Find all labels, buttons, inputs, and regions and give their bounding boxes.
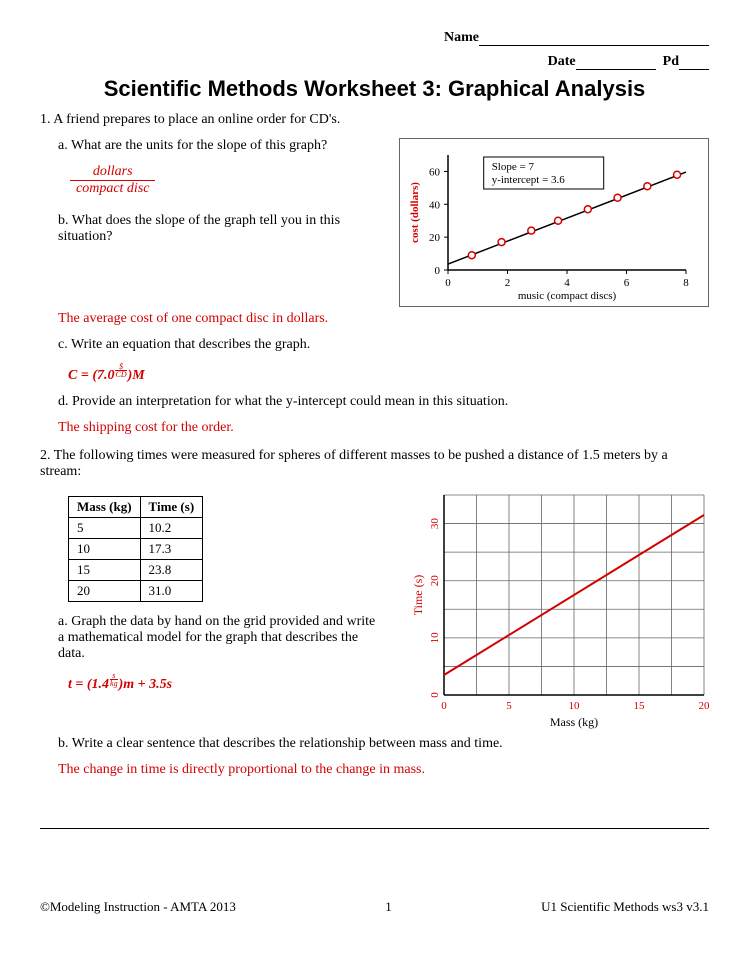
svg-text:15: 15 — [634, 700, 646, 712]
cell: 31.0 — [140, 581, 203, 602]
q2a-eq-post: )m + 3.5s — [119, 677, 172, 692]
table-row: 1017.3 — [69, 539, 203, 560]
q1c-eq-post: )M — [128, 368, 145, 383]
table-header-row: Mass (kg) Time (s) — [69, 497, 203, 518]
q1-stem: 1. A friend prepares to place an online … — [40, 112, 709, 128]
svg-text:20: 20 — [699, 700, 710, 712]
table-col-time: Time (s) — [140, 497, 203, 518]
svg-text:20: 20 — [429, 232, 441, 244]
q1b-answer: The average cost of one compact disc in … — [58, 311, 709, 327]
q2b-question: b. Write a clear sentence that describes… — [58, 736, 709, 752]
cell: 15 — [69, 560, 141, 581]
svg-text:0: 0 — [429, 692, 441, 698]
cell: 5 — [69, 518, 141, 539]
svg-text:4: 4 — [564, 277, 570, 289]
q1a-answer-den: compact disc — [70, 181, 155, 197]
footer-left: ©Modeling Instruction - AMTA 2013 — [40, 899, 236, 915]
cell: 10.2 — [140, 518, 203, 539]
svg-text:Mass (kg): Mass (kg) — [550, 715, 598, 729]
footer: ©Modeling Instruction - AMTA 2013 1 U1 S… — [40, 889, 709, 915]
table-col-mass: Mass (kg) — [69, 497, 141, 518]
q2a-equation: t = (1.4skg)m + 3.5s — [68, 672, 389, 693]
q1a-answer-num: dollars — [70, 164, 155, 181]
header-fields: Name Date Pd — [40, 30, 709, 70]
page-title: Scientific Methods Worksheet 3: Graphica… — [40, 76, 709, 102]
svg-text:10: 10 — [569, 700, 581, 712]
svg-text:8: 8 — [683, 277, 689, 289]
name-blank[interactable] — [479, 32, 709, 46]
q1d-question: d. Provide an interpretation for what th… — [58, 394, 709, 410]
q1c-frac-num: $ — [115, 363, 126, 370]
q1d-answer: The shipping cost for the order. — [58, 420, 709, 436]
q2a-question: a. Graph the data by hand on the grid pr… — [58, 614, 378, 662]
question-1: 1. A friend prepares to place an online … — [40, 112, 709, 436]
footer-separator — [40, 828, 709, 829]
q2a-eq-frac: skg — [110, 672, 118, 687]
svg-text:6: 6 — [624, 277, 630, 289]
cell: 23.8 — [140, 560, 203, 581]
pd-blank[interactable] — [679, 56, 709, 70]
svg-text:60: 60 — [429, 166, 441, 178]
q2a-frac-den: kg — [110, 679, 118, 687]
footer-right: U1 Scientific Methods ws3 v3.1 — [541, 899, 709, 915]
svg-text:20: 20 — [429, 575, 441, 587]
q1c-question: c. Write an equation that describes the … — [58, 337, 709, 353]
date-blank[interactable] — [576, 56, 656, 70]
svg-text:5: 5 — [506, 700, 512, 712]
q1a-question: a. What are the units for the slope of t… — [58, 138, 379, 154]
chart1-svg: 0 2 4 6 8 0 20 40 60 music (compact discs) cost (d… — [406, 147, 696, 302]
table-row: 510.2 — [69, 518, 203, 539]
date-label: Date — [548, 54, 576, 70]
footer-center: 1 — [385, 899, 392, 915]
chart2-svg: 0 5 10 15 20 0 10 20 30 Mass (kg) Time (s) — [409, 490, 709, 730]
q2a-eq-pre: t = (1.4 — [68, 677, 109, 692]
cell: 20 — [69, 581, 141, 602]
question-2: 2. The following times were measured for… — [40, 448, 709, 778]
svg-text:y-intercept = 3.6: y-intercept = 3.6 — [492, 174, 566, 186]
q1c-eq-pre: C = (7.0 — [68, 368, 114, 383]
svg-text:30: 30 — [429, 518, 441, 530]
chart1-container: 0 2 4 6 8 0 20 40 60 music (compact discs) cost (d… — [399, 138, 709, 307]
q2b-answer: The change in time is directly proportio… — [58, 762, 709, 778]
q1c-eq-frac: $CD — [115, 363, 126, 378]
svg-text:2: 2 — [505, 277, 511, 289]
svg-text:0: 0 — [445, 277, 451, 289]
cell: 10 — [69, 539, 141, 560]
svg-text:0: 0 — [441, 700, 447, 712]
q2a-frac-num: s — [110, 672, 118, 679]
svg-text:cost (dollars): cost (dollars) — [409, 182, 421, 243]
svg-text:0: 0 — [435, 265, 441, 277]
name-label: Name — [444, 30, 479, 46]
q2-table: Mass (kg) Time (s) 510.2 1017.3 1523.8 2… — [68, 496, 203, 602]
q1c-frac-den: CD — [115, 370, 126, 378]
svg-text:Time (s): Time (s) — [411, 575, 425, 616]
q1b-question: b. What does the slope of the graph tell… — [58, 213, 379, 245]
table-row: 2031.0 — [69, 581, 203, 602]
table-row: 1523.8 — [69, 560, 203, 581]
svg-text:Slope = 7: Slope = 7 — [492, 161, 535, 173]
q1a-answer: dollars compact disc — [70, 164, 155, 197]
svg-text:10: 10 — [429, 632, 441, 644]
svg-text:music (compact discs): music (compact discs) — [518, 290, 617, 302]
svg-text:40: 40 — [429, 199, 441, 211]
chart2-container: 0 5 10 15 20 0 10 20 30 Mass (kg) Time (s) — [409, 490, 709, 730]
q1c-equation: C = (7.0$CD)M — [68, 363, 709, 384]
cell: 17.3 — [140, 539, 203, 560]
q2-stem: 2. The following times were measured for… — [40, 448, 709, 480]
pd-label: Pd — [663, 54, 679, 70]
